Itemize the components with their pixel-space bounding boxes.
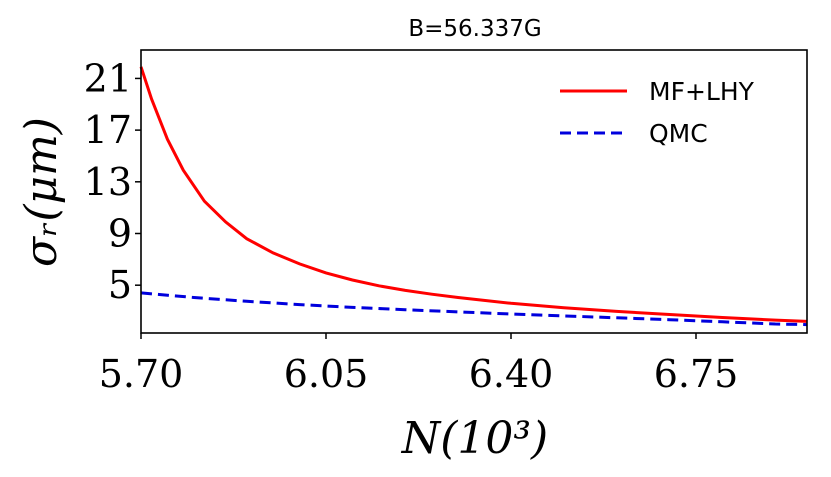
series-line-0 — [139, 66, 808, 323]
plot-frame — [140, 49, 808, 334]
x-axis-label: N(10³) — [401, 413, 548, 464]
y-tick-label: 5 — [108, 263, 132, 307]
series-layer — [139, 66, 808, 327]
y-tick-label: 17 — [84, 108, 132, 152]
y-tick-label: 21 — [84, 56, 132, 100]
chart-title: B=56.337G — [408, 16, 541, 42]
x-tick-label: 6.75 — [654, 352, 739, 396]
series-line-1 — [140, 291, 808, 327]
legend: MF+LHY QMC — [560, 77, 755, 148]
y-tick-label: 9 — [108, 211, 132, 255]
legend-label-0: MF+LHY — [649, 77, 755, 106]
x-tick-label: 6.05 — [284, 352, 369, 396]
x-ticks: 5.70 6.05 6.40 6.75 — [99, 333, 739, 396]
x-tick-label: 5.70 — [99, 352, 184, 396]
y-ticks: 5 9 13 17 21 — [84, 56, 141, 307]
y-axis-label: σᵣ(μm) — [16, 117, 67, 267]
legend-label-1: QMC — [649, 119, 708, 148]
y-tick-label: 13 — [84, 160, 132, 204]
x-tick-label: 6.40 — [469, 352, 554, 396]
